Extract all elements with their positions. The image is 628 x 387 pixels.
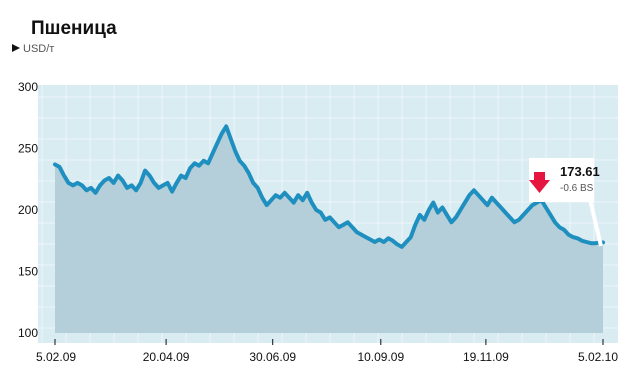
x-tick-label: 5.02.09 [36,350,76,364]
x-tick-label: 30.06.09 [249,350,296,364]
y-tick-label: 300 [18,80,38,94]
y-axis-unit: USD/т [23,43,54,55]
y-tick-label: 200 [18,203,38,217]
x-tick-label: 20.04.09 [143,350,190,364]
x-axis-ticks: 5.02.09 20.04.09 30.06.09 10.09.09 19.11.09 5… [36,339,618,364]
annotation-change: -0.6 BS [560,183,594,194]
y-axis-ticks: 100 150 200 250 300 [18,80,38,340]
y-tick-label: 250 [18,142,38,156]
price-area [55,126,603,334]
annotation-value: 173.61 [560,164,600,179]
unit-arrow-icon [12,44,20,52]
latest-price-annotation: 173.61 -0.6 BS [529,158,603,247]
x-tick-label: 5.02.10 [578,350,618,364]
price-line [53,124,605,249]
chart-title: Пшеница [31,18,117,39]
down-arrow-icon [529,172,550,193]
x-tick-label: 19.11.09 [463,350,509,364]
x-tick-label: 10.09.09 [357,350,404,364]
y-tick-label: 150 [18,265,38,279]
y-tick-label: 100 [18,326,38,340]
